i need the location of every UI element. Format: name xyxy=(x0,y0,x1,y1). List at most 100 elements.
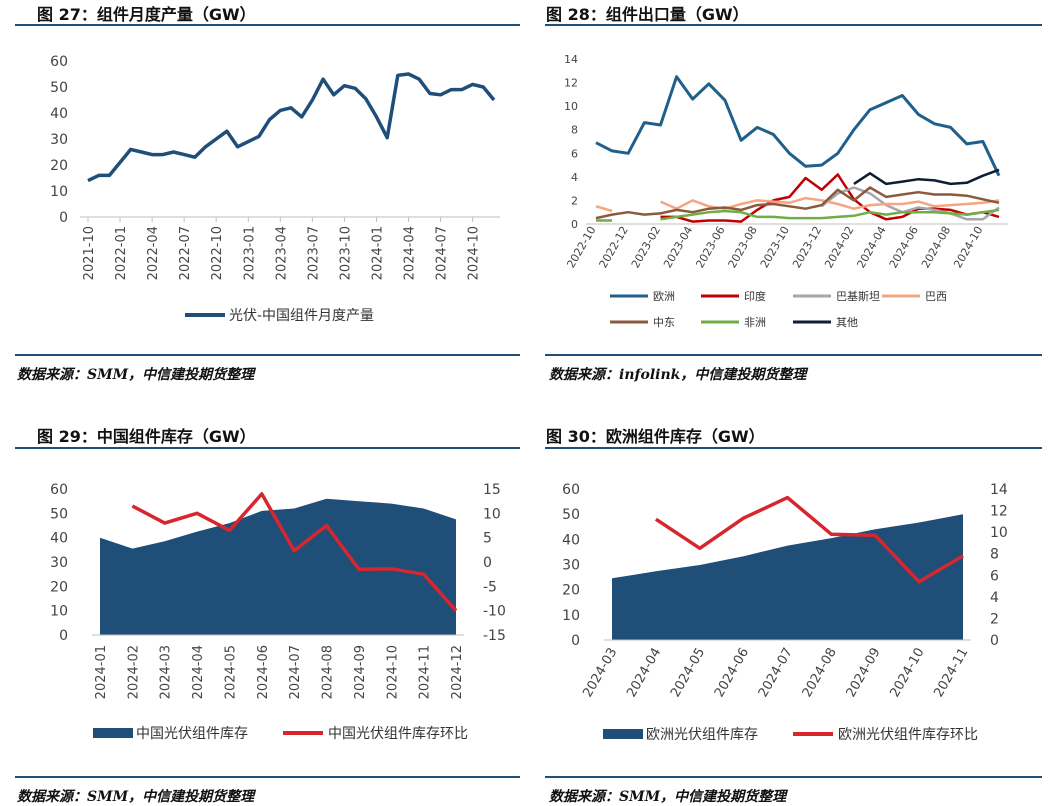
legend-label: 巴基斯坦 xyxy=(836,289,880,303)
x-tick-label: 2023-01 xyxy=(242,226,257,280)
series-line-光伏-中国组件月度产量 xyxy=(87,72,496,183)
chart-30-source: 数据来源：SMM，中信建投期货整理 xyxy=(549,789,787,805)
y-tick-label: 10 xyxy=(564,100,578,113)
chart-29-title: 图 29：中国组件库存（GW） xyxy=(37,427,256,446)
chart-28-top-rule xyxy=(545,24,1042,26)
x-tick-label: 2022-10 xyxy=(210,226,225,280)
y2-tick-label: 8 xyxy=(990,547,999,563)
x-tick-label: 2024-01 xyxy=(370,226,385,280)
chart-28-title: 图 28：组件出口量（GW） xyxy=(546,5,749,24)
series-area-中国光伏组件库存 xyxy=(100,498,456,635)
legend-swatch xyxy=(93,728,133,738)
y2-tick-label: -10 xyxy=(483,604,506,620)
x-tick-label: 2024-06 xyxy=(712,646,752,701)
x-tick-label: 2024-08 xyxy=(321,645,336,699)
y-tick-label: 20 xyxy=(50,158,68,174)
x-tick-label: 2023-10 xyxy=(338,226,353,280)
y2-tick-label: 4 xyxy=(990,590,999,606)
legend-label: 欧洲光伏组件库存 xyxy=(646,727,758,743)
y-tick-label: 10 xyxy=(562,608,580,624)
x-tick-label: 2024-10 xyxy=(467,226,482,280)
series-line-印度 xyxy=(660,173,1000,223)
legend-label: 中东 xyxy=(653,316,675,329)
legend-label: 中国光伏组件库存 xyxy=(136,726,248,742)
series-line-巴基斯坦 xyxy=(820,186,1000,221)
y-tick-label: 0 xyxy=(59,628,68,644)
y-tick-label: 30 xyxy=(50,555,68,571)
y-tick-label: 60 xyxy=(50,482,68,498)
y-tick-label: 50 xyxy=(562,507,580,523)
legend-label: 中国光伏组件库存环比 xyxy=(328,726,468,742)
legend-label: 巴西 xyxy=(925,290,947,303)
x-tick-label: 2024-04 xyxy=(191,645,206,699)
x-tick-label: 2022-12 xyxy=(597,224,631,270)
x-tick-label: 2024-10 xyxy=(951,224,985,270)
series-line-中国光伏组件库存环比 xyxy=(131,492,458,612)
y-tick-label: 2 xyxy=(571,194,578,207)
series-line-非洲 xyxy=(596,208,1000,222)
x-tick-label: 2023-04 xyxy=(661,224,695,270)
y2-tick-label: 15 xyxy=(483,482,501,498)
y-tick-label: 40 xyxy=(562,532,580,548)
y-tick-label: 60 xyxy=(562,482,580,498)
series-line-欧洲 xyxy=(595,75,1001,177)
chart-30-top-rule xyxy=(545,447,1042,449)
x-tick-label: 2024-01 xyxy=(94,645,109,699)
y-tick-label: 10 xyxy=(50,604,68,620)
chart-29-bottom-rule xyxy=(15,776,520,778)
y2-tick-label: 5 xyxy=(483,531,492,547)
x-tick-label: 2023-08 xyxy=(726,224,760,270)
x-tick-label: 2024-03 xyxy=(580,646,620,701)
y2-tick-label: 0 xyxy=(483,555,492,571)
y2-tick-label: 6 xyxy=(990,568,999,584)
chart-30-title: 图 30：欧洲组件库存（GW） xyxy=(546,427,765,446)
x-tick-label: 2024-11 xyxy=(931,646,971,701)
chart-28-source: 数据来源：infolink，中信建投期货整理 xyxy=(549,367,807,383)
legend-label: 光伏-中国组件月度产量 xyxy=(229,308,374,324)
x-tick-label: 2021-10 xyxy=(82,226,97,280)
x-tick-label: 2024-03 xyxy=(159,645,174,699)
x-tick-label: 2022-10 xyxy=(564,224,598,270)
x-tick-label: 2024-09 xyxy=(844,646,884,701)
chart-29-source: 数据来源：SMM，中信建投期货整理 xyxy=(17,789,255,805)
x-tick-label: 2023-07 xyxy=(306,226,321,280)
y-tick-label: 0 xyxy=(59,210,68,226)
x-tick-label: 2024-07 xyxy=(756,646,796,701)
x-tick-label: 2023-04 xyxy=(274,226,289,280)
x-tick-label: 2024-07 xyxy=(435,226,450,280)
y2-tick-label: 2 xyxy=(990,611,999,627)
series-line-其他 xyxy=(853,168,1000,186)
x-tick-label: 2024-12 xyxy=(450,645,465,699)
x-tick-label: 2024-06 xyxy=(887,224,921,270)
legend-swatch xyxy=(603,729,643,739)
y-tick-label: 40 xyxy=(50,531,68,547)
x-tick-label: 2022-01 xyxy=(114,226,129,280)
legend-label: 欧洲 xyxy=(653,290,675,303)
y-tick-label: 14 xyxy=(564,53,578,66)
y2-tick-label: 14 xyxy=(990,482,1008,498)
x-tick-label: 2024-08 xyxy=(919,224,953,270)
x-tick-label: 2023-10 xyxy=(758,224,792,270)
y-tick-label: 6 xyxy=(571,147,578,160)
y-tick-label: 60 xyxy=(50,54,68,70)
x-tick-label: 2024-04 xyxy=(624,646,664,701)
y-tick-label: 20 xyxy=(562,583,580,599)
y-tick-label: 30 xyxy=(562,558,580,574)
chart-27-bottom-rule xyxy=(15,354,520,356)
legend-label: 其他 xyxy=(836,316,858,329)
x-tick-label: 2024-02 xyxy=(822,224,856,270)
y-tick-label: 4 xyxy=(571,171,578,184)
x-tick-label: 2024-10 xyxy=(887,646,927,701)
x-tick-label: 2024-04 xyxy=(403,226,418,280)
series-line-欧洲光伏组件库存环比 xyxy=(654,495,964,584)
y2-tick-label: 0 xyxy=(990,633,999,649)
chart-30-bottom-rule xyxy=(545,776,1042,778)
x-tick-label: 2024-08 xyxy=(800,646,840,701)
chart-27-title: 图 27：组件月度产量（GW） xyxy=(37,5,256,24)
legend-label: 印度 xyxy=(744,289,766,303)
x-tick-label: 2024-09 xyxy=(353,645,368,699)
chart-29-svg: 0 10 20 30 40 50 60 -15 -10 -5 0 5 10 15 2024-01 2024-0… xyxy=(50,482,506,742)
legend-label: 非洲 xyxy=(744,316,766,329)
y2-tick-label: 10 xyxy=(990,525,1008,541)
x-tick-label: 2024-10 xyxy=(385,645,400,699)
